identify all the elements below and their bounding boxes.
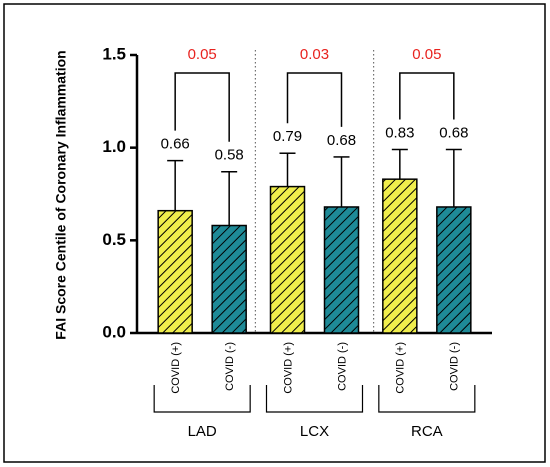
group-label: RCA [411,423,443,440]
x-tick-label: COVID (+) [282,342,294,394]
bar [269,185,306,334]
y-axis-label: FAI Score Centile of Coronary Inflammati… [53,50,69,339]
value-label: 0.66 [161,136,190,153]
significance-bracket [286,72,343,127]
bar [382,178,418,334]
y-tick-label: 0.5 [102,230,126,249]
x-tick-label: COVID (-) [336,342,348,391]
value-label: 0.58 [215,147,244,164]
bar [436,206,472,334]
bar [211,224,247,334]
value-label: 0.83 [385,124,414,141]
x-tick-label: COVID (-) [449,342,461,391]
group-label: LCX [300,423,329,440]
p-value: 0.05 [412,46,441,63]
value-label: 0.68 [327,132,356,149]
x-tick-label: COVID (+) [170,342,182,394]
y-tick-label: 1.0 [102,137,126,156]
y-tick-label: 0.0 [102,322,126,341]
y-tick-label: 1.5 [102,44,126,63]
group-label: LAD [188,423,217,440]
x-tick-label: COVID (+) [395,342,407,394]
group-bracket [265,385,364,413]
significance-bracket [399,72,455,120]
value-label: 0.79 [273,128,302,145]
significance-bracket [174,72,230,142]
p-value: 0.05 [188,46,217,63]
bar [157,209,193,334]
group-bracket [153,385,251,413]
p-value: 0.03 [300,46,329,63]
frame [3,3,546,463]
group-bracket [378,385,476,413]
value-label: 0.68 [439,124,468,141]
x-tick-label: COVID (-) [224,342,236,391]
bar [323,206,360,334]
